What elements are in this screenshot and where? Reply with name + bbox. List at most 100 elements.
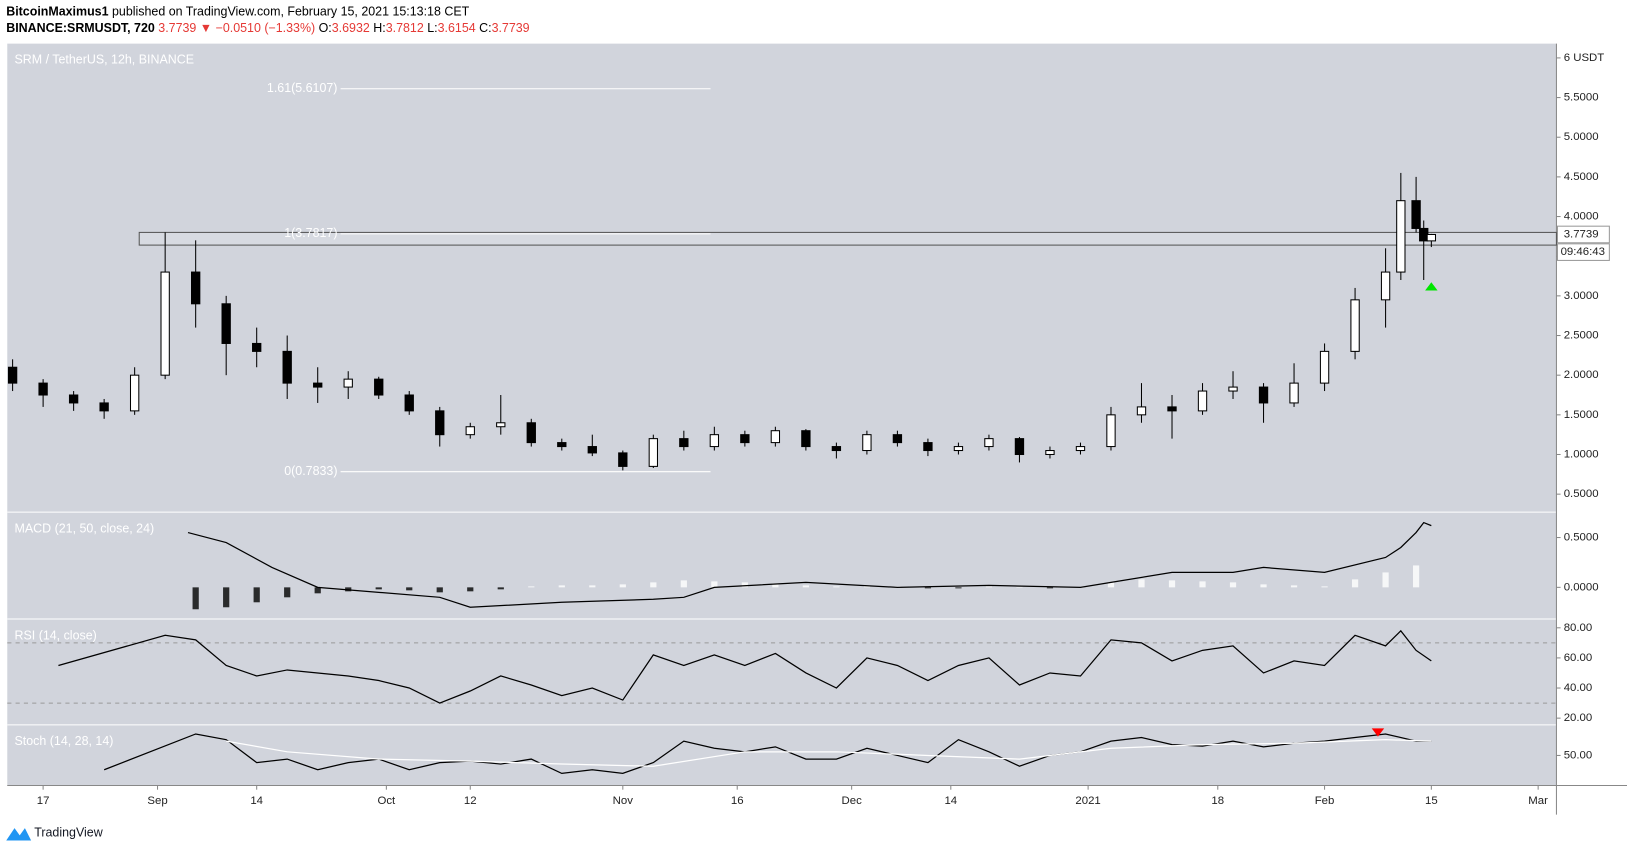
indicator-line — [226, 739, 1432, 767]
candle-body — [1014, 438, 1025, 456]
candle-body — [1411, 200, 1421, 229]
x-tick-label: 16 — [731, 795, 744, 807]
histogram-bar — [589, 585, 596, 588]
histogram-bar — [497, 587, 504, 590]
histogram-bar — [406, 587, 413, 591]
histogram-bar — [1382, 572, 1389, 588]
histogram-bar — [314, 587, 321, 594]
histogram-bar — [863, 585, 871, 588]
histogram-bar — [680, 580, 687, 588]
histogram-bar — [253, 587, 260, 603]
candle-body — [862, 434, 872, 452]
candle-body — [343, 378, 353, 388]
footer-logo: TradingView — [6, 826, 104, 841]
candle-body — [404, 394, 414, 412]
histogram-bar — [467, 587, 474, 592]
candle-body — [1228, 386, 1238, 392]
candle-body — [1419, 227, 1429, 242]
y-tick-label: 4.0000 — [1564, 211, 1599, 223]
candle-body — [1258, 386, 1269, 404]
histogram-bar — [1321, 586, 1328, 588]
histogram-bar — [833, 586, 840, 588]
candle-body — [435, 410, 445, 436]
x-tick-label: Mar — [1528, 795, 1548, 807]
y-tick-label: 5.5000 — [1564, 92, 1599, 104]
histogram-bar — [802, 585, 809, 588]
fib-label: 1(3.7817) — [284, 226, 337, 240]
histogram-bar — [1199, 581, 1206, 588]
histogram-bar — [650, 582, 657, 588]
histogram-bar — [619, 584, 626, 588]
candle-body — [99, 402, 109, 412]
indicator-line — [58, 629, 1432, 704]
histogram-bar — [985, 586, 993, 588]
panel-title: Stoch (14, 28, 14) — [15, 734, 114, 748]
panel-title: RSI (14, close) — [15, 628, 97, 642]
candle-body — [465, 426, 475, 436]
candle-body — [984, 438, 994, 448]
fib-label: 1.61(5.6107) — [267, 81, 338, 95]
candle-body — [68, 394, 79, 404]
candle-body — [313, 382, 323, 388]
candle-body — [892, 434, 903, 444]
symbol-line: BINANCE:SRMUSDT, 720 3.7739 ▼ −0.0510 (−… — [6, 21, 529, 35]
histogram-bar — [1290, 585, 1298, 588]
histogram-bar — [558, 585, 565, 588]
author: BitcoinMaximus1 — [6, 5, 108, 19]
x-tick-label: Nov — [613, 795, 634, 807]
y-tick-label: 5.0000 — [1564, 131, 1599, 143]
candle-body — [831, 446, 842, 452]
y-tick-label: 4.5000 — [1564, 171, 1599, 183]
candle-body — [801, 430, 811, 448]
indicator-line — [187, 521, 1432, 608]
histogram-bar — [1016, 587, 1023, 588]
countdown-box — [1556, 243, 1610, 261]
candle-body — [587, 446, 597, 454]
histogram-bar — [741, 582, 748, 588]
histogram-bar — [1138, 579, 1145, 588]
fib-label: 0(0.7833) — [284, 464, 337, 478]
candle-body — [526, 422, 536, 444]
y-tick-label: 1.5000 — [1564, 409, 1599, 421]
candle-body — [1197, 390, 1208, 412]
y-tick-label: 2.5000 — [1564, 330, 1599, 342]
candle-body — [1075, 446, 1086, 452]
last-price: 3.7739 — [158, 21, 196, 35]
candle-body — [221, 303, 231, 344]
candle-body — [1167, 406, 1177, 412]
ohlc-label: C: — [479, 21, 491, 35]
support-zone — [138, 231, 1557, 246]
y-tick-label: 50.00 — [1564, 749, 1593, 761]
candle-body — [282, 350, 292, 384]
panel-title: SRM / TetherUS, 12h, BINANCE — [15, 53, 195, 67]
panel-title: MACD (21, 50, close, 24) — [15, 522, 155, 536]
y-tick-label: 40.00 — [1564, 682, 1593, 694]
histogram-bar — [1229, 582, 1237, 588]
y-tick-label: 0.5000 — [1564, 532, 1599, 544]
x-tick-label: 12 — [464, 795, 477, 807]
candle-body — [618, 452, 628, 467]
y-tick-label: 1.0000 — [1564, 449, 1599, 461]
histogram-bar — [1107, 582, 1115, 588]
candle-body — [1106, 414, 1116, 448]
low: 3.6154 — [438, 21, 476, 35]
y-tick-label: 80.00 — [1564, 622, 1593, 634]
histogram-bar — [1046, 587, 1054, 589]
x-tick-label: 15 — [1425, 795, 1438, 807]
candle-body — [1396, 200, 1406, 273]
high: 3.7812 — [386, 21, 424, 35]
last-price-label: 3.7739 — [1564, 228, 1599, 240]
candle-body — [1426, 233, 1437, 242]
candle-body — [740, 434, 750, 444]
y-tick-label: 0.0000 — [1564, 581, 1599, 593]
candle-body — [1136, 406, 1147, 416]
symbol: BINANCE:SRMUSDT, 720 — [6, 21, 155, 35]
histogram-bar — [375, 587, 382, 590]
brand: TradingView — [34, 826, 103, 840]
x-tick-label: 14 — [944, 795, 957, 807]
y-tick-label: 3.0000 — [1564, 290, 1599, 302]
candle-body — [38, 382, 48, 396]
histogram-bar — [528, 586, 535, 588]
